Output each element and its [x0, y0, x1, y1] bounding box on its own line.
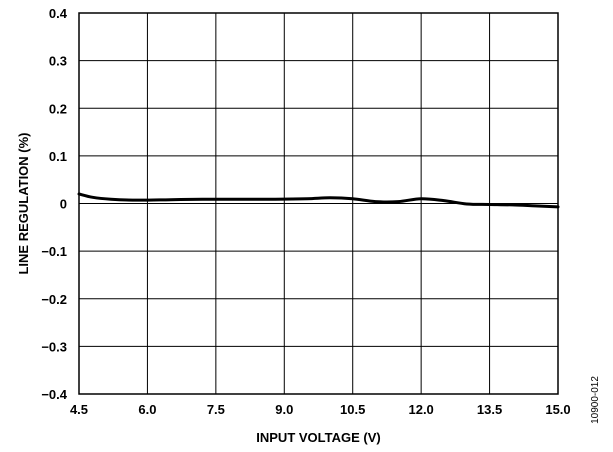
y-tick-label: −0.2: [41, 292, 67, 307]
figure-code: 10900-012: [590, 376, 601, 424]
y-tick-label: 0.3: [49, 54, 67, 69]
x-tick-label: 15.0: [545, 402, 570, 417]
y-tick-label: −0.1: [41, 244, 67, 259]
y-axis-title: LINE REGULATION (%): [16, 132, 31, 274]
x-axis-title: INPUT VOLTAGE (V): [256, 430, 380, 445]
y-tick-label: 0.1: [49, 149, 67, 164]
plot-area-frame: [78, 12, 559, 395]
x-tick-label: 7.5: [207, 402, 225, 417]
tick-labels: 4.5 6.0 7.5 9.0 10.5 12.0 13.5 15.0 0.4 0.3 0.2 0.1…: [41, 6, 570, 417]
y-tick-label: 0: [60, 197, 67, 212]
series-line: [77, 192, 560, 209]
x-tick-label: 6.0: [138, 402, 156, 417]
x-tick-label: 9.0: [275, 402, 293, 417]
y-tick-label: −0.4: [41, 387, 67, 402]
y-tick-label: 0.2: [49, 101, 67, 116]
x-tick-label: 10.5: [340, 402, 365, 417]
y-tick-label: −0.3: [41, 339, 67, 354]
x-tick-label: 4.5: [70, 402, 88, 417]
x-tick-label: 13.5: [477, 402, 502, 417]
series-layer: [77, 192, 560, 209]
y-tick-label: 0.4: [49, 6, 68, 21]
x-tick-label: 12.0: [408, 402, 433, 417]
